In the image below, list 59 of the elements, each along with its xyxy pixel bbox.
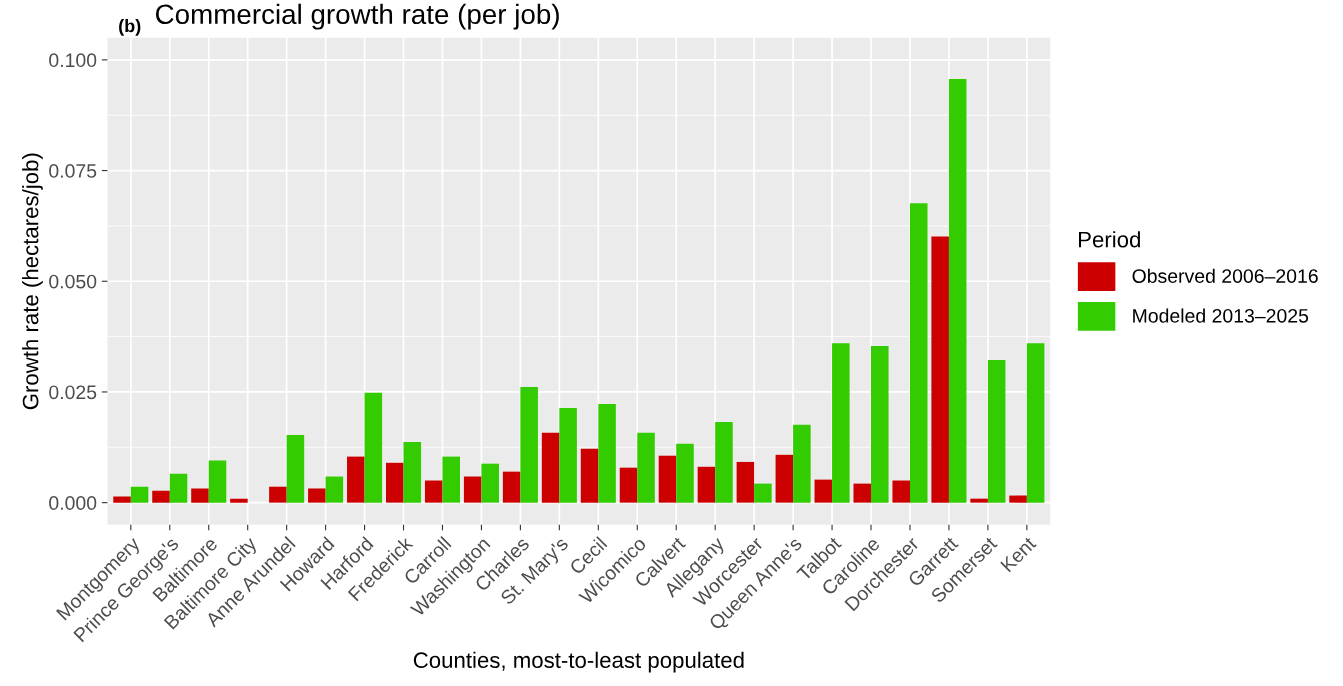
bar	[364, 392, 383, 503]
bar	[286, 434, 305, 503]
bar	[502, 471, 521, 503]
y-tick-label: 0.025	[49, 385, 97, 400]
bar	[948, 78, 967, 503]
text: (b)	[119, 19, 141, 36]
bar	[909, 203, 928, 503]
bar	[169, 473, 188, 503]
bar	[269, 486, 287, 503]
bar	[676, 443, 694, 503]
bar	[130, 486, 149, 503]
y-tick-label: 0.000	[49, 496, 97, 510]
bar	[403, 441, 422, 503]
bar	[736, 461, 755, 503]
bar	[191, 488, 209, 503]
bar	[697, 466, 716, 503]
legend-label: Observed 2006–2016	[1132, 268, 1318, 283]
bar	[931, 236, 949, 503]
bar	[385, 462, 404, 503]
y-tick-label: 0.100	[49, 53, 97, 68]
bar	[520, 387, 538, 503]
y-axis-title: Growth rate (hectares/job)	[22, 153, 43, 410]
bar	[775, 454, 794, 503]
bar	[619, 467, 638, 503]
bar	[715, 422, 733, 503]
bar	[463, 476, 482, 503]
bar	[152, 490, 170, 503]
bar	[871, 345, 889, 503]
bar	[658, 455, 677, 503]
bar	[580, 448, 599, 503]
bar	[1026, 343, 1045, 503]
bar	[987, 360, 1006, 503]
x-axis-title: Counties, most-to-least populated	[413, 651, 744, 673]
bar	[970, 498, 988, 503]
bar	[793, 424, 811, 503]
y-tick-label: 0.075	[49, 164, 97, 178]
bar	[325, 476, 344, 503]
bar	[892, 480, 910, 503]
bar	[113, 496, 131, 503]
bar	[814, 479, 833, 503]
bar	[598, 403, 616, 503]
bar	[832, 343, 850, 503]
legend-label: Modeled 2013–2025	[1133, 308, 1309, 323]
bar	[637, 432, 655, 503]
bar	[754, 483, 772, 503]
bar	[853, 483, 872, 503]
bar	[541, 432, 560, 503]
bar	[208, 460, 227, 503]
bar	[481, 463, 499, 503]
bar	[424, 480, 443, 503]
bar	[442, 456, 461, 503]
chart-title: Commercial growth rate (per job)	[155, 3, 559, 30]
bar	[347, 456, 365, 503]
y-tick-label: 0.050	[49, 274, 97, 289]
bar	[1009, 495, 1027, 503]
legend-title: Period	[1078, 231, 1140, 248]
bar	[230, 498, 248, 503]
bar	[559, 407, 577, 503]
bar	[308, 488, 326, 503]
